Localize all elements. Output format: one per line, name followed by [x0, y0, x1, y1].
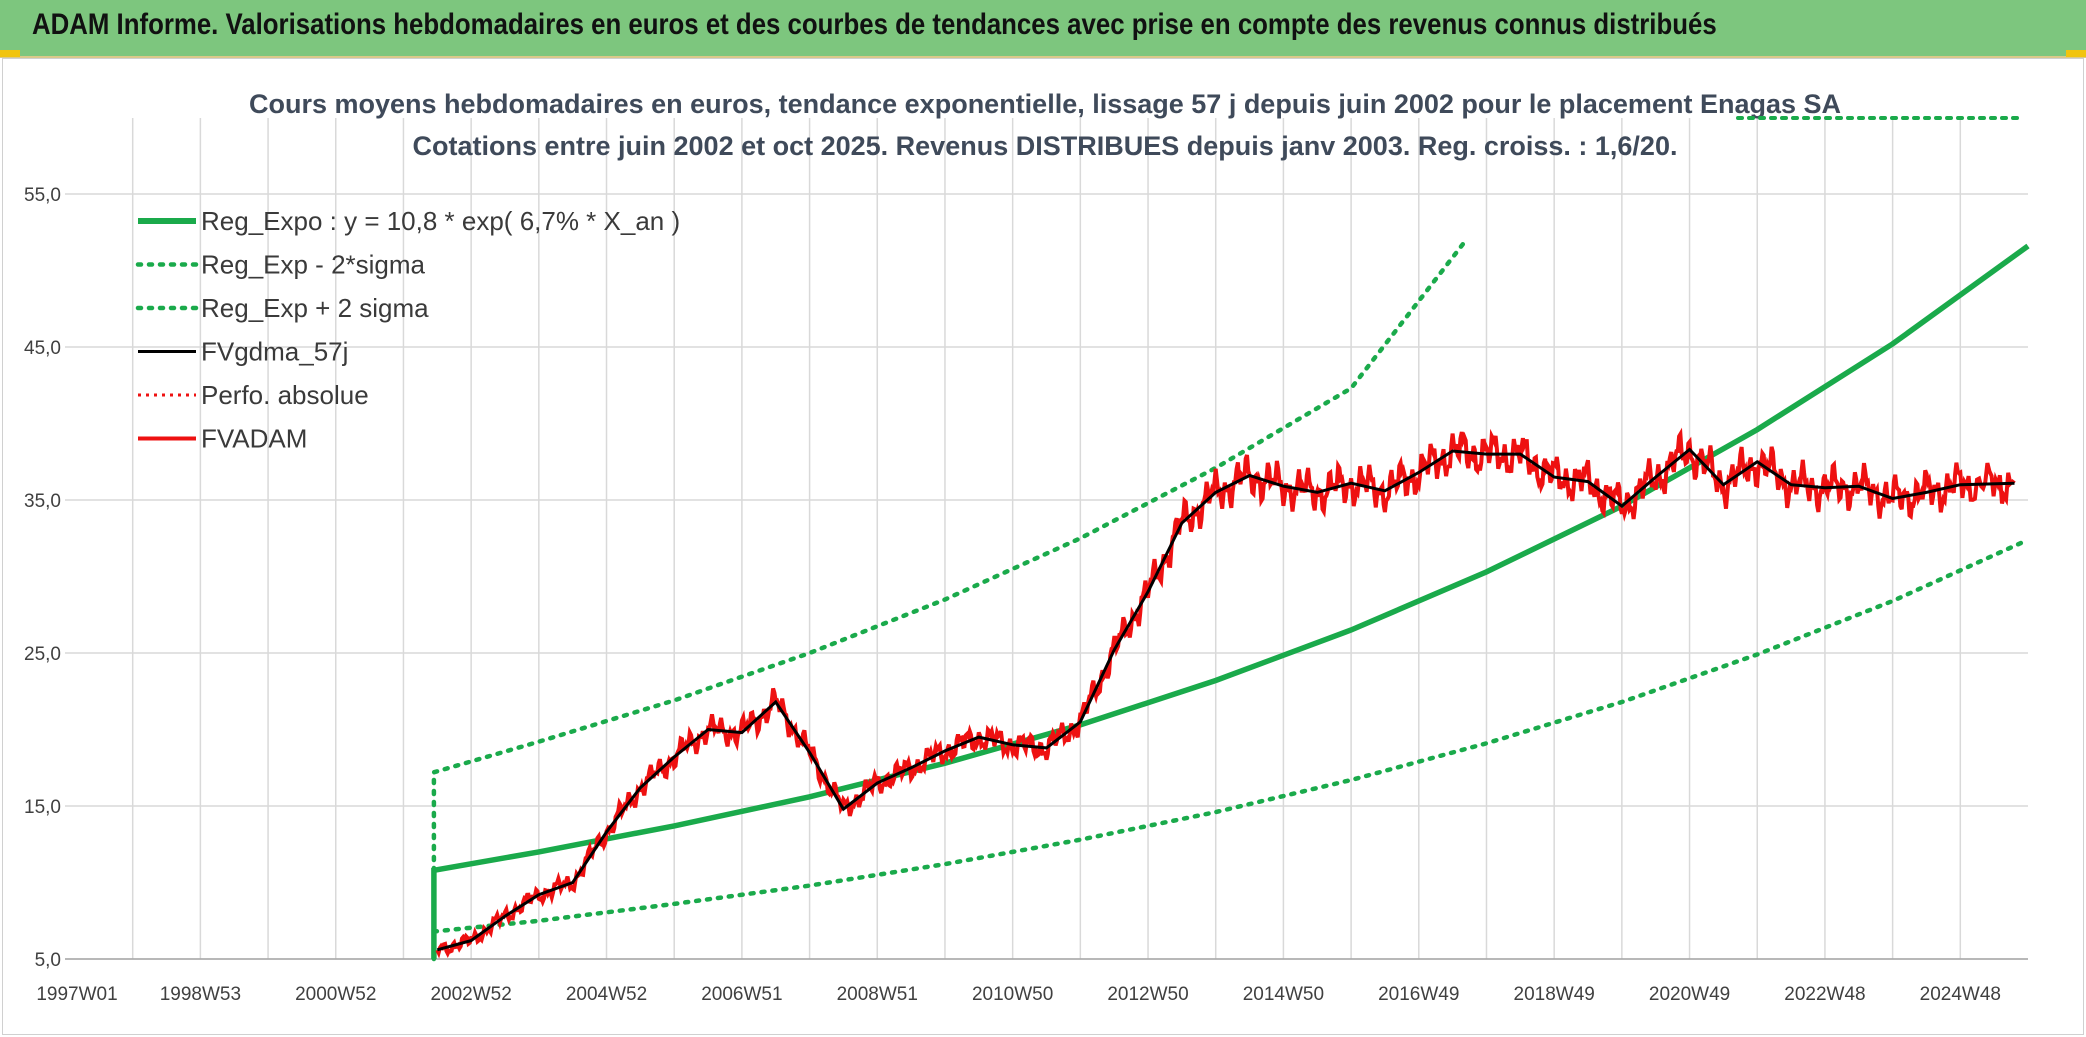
chart-frame	[2, 58, 2084, 1035]
corner-marker-left	[0, 50, 20, 57]
axes: 5,0 15,0 25,0 35,0 45,0 55,0 1997W01 1998W53 200…	[24, 185, 2028, 1005]
legend-label: FVgdma_57j	[201, 337, 348, 367]
x-tick-label: 1998W53	[160, 984, 241, 1005]
x-tick-label: 2024W48	[1920, 984, 2001, 1005]
y-tick-label: 5,0	[35, 950, 61, 971]
x-tick-label: 2002W52	[430, 984, 511, 1005]
gridlines	[65, 118, 2028, 960]
series-line-solid-red	[435, 427, 2016, 959]
x-tick-label: 2014W50	[1243, 984, 1324, 1005]
x-tick-label: 2008W51	[837, 984, 918, 1005]
series-line-solid-green	[431, 243, 2030, 959]
chart-title-line-2: Cotations entre juin 2002 et oct 2025. R…	[413, 131, 1678, 161]
series-line-dotted-green	[431, 237, 1469, 962]
report-title: ADAM Informe. Valorisations hebdomadaire…	[32, 8, 1717, 41]
legend: Reg_Expo : y = 10,8 * exp( 6,7% * X_an )…	[135, 206, 680, 454]
x-tick-label: 2006W51	[701, 984, 782, 1005]
x-tick-label: 2016W49	[1378, 984, 1459, 1005]
x-tick-label: 2012W50	[1107, 984, 1188, 1005]
legend-label: Perfo. absolue	[201, 380, 369, 410]
y-tick-label: 15,0	[24, 797, 61, 818]
series-line-solid-black	[436, 447, 2015, 952]
report-banner: ADAM Informe. Valorisations hebdomadaire…	[0, 0, 2086, 58]
x-tick-label: 2004W52	[566, 984, 647, 1005]
x-tick-label: 2000W52	[295, 984, 376, 1005]
series-layer	[431, 237, 2031, 962]
x-tick-label: 2018W49	[1514, 984, 1595, 1005]
x-tick-label: 2010W50	[972, 984, 1053, 1005]
legend-label: Reg_Exp - 2*sigma	[201, 250, 426, 280]
legend-label: Reg_Exp + 2 sigma	[201, 293, 429, 323]
y-tick-label: 25,0	[24, 644, 61, 665]
legend-label: FVADAM	[201, 424, 307, 454]
legend-label: Reg_Expo : y = 10,8 * exp( 6,7% * X_an )	[201, 206, 680, 236]
y-tick-label: 35,0	[24, 491, 61, 512]
x-tick-label: 2022W48	[1784, 984, 1865, 1005]
y-tick-label: 55,0	[24, 185, 61, 206]
series-line-dotted-green	[431, 537, 2031, 934]
x-tick-label: 2020W49	[1649, 984, 1730, 1005]
corner-marker-right	[2066, 50, 2086, 57]
y-tick-label: 45,0	[24, 338, 61, 359]
chart-title-line-1: Cours moyens hebdomadaires en euros, ten…	[249, 89, 1841, 119]
x-tick-label: 1997W01	[36, 984, 117, 1005]
